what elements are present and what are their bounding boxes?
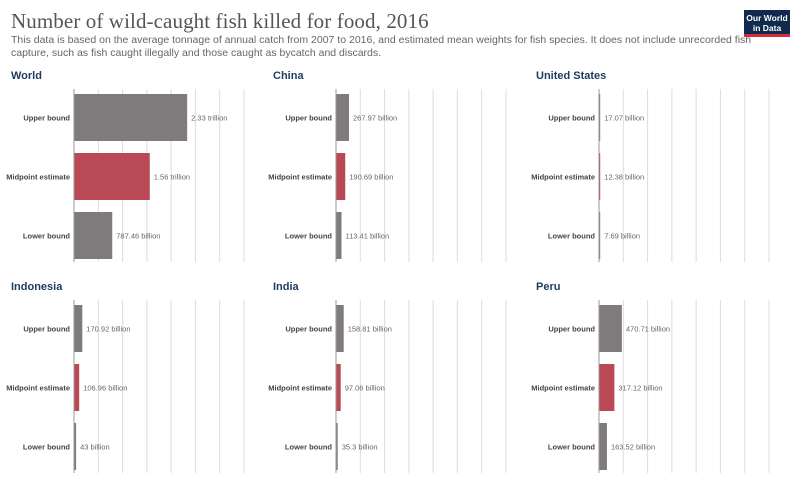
chart-title: Number of wild-caught fish killed for fo… [11, 9, 429, 33]
bar-lower-bound [599, 212, 601, 259]
category-label: Lower bound [548, 443, 595, 452]
logo-line-1: Our World [746, 13, 788, 23]
category-label: Lower bound [285, 232, 332, 241]
value-label: 43 billion [80, 443, 110, 452]
bar-chart-world: Upper bound 2.33 trillion Midpoint estimat… [6, 89, 245, 262]
logo-line-2: in Data [752, 23, 782, 33]
category-label: Lower bound [548, 232, 595, 241]
bar-midpoint-estimate [336, 364, 341, 411]
value-label: 97.06 billion [345, 384, 385, 393]
value-label: 1.56 trillion [154, 173, 190, 182]
category-label: Midpoint estimate [268, 384, 332, 393]
panel-title: United States [536, 70, 607, 82]
value-label: 190.69 billion [349, 173, 393, 182]
category-label: Lower bound [23, 232, 70, 241]
bar-upper-bound [336, 305, 344, 352]
value-label: 106.96 billion [83, 384, 127, 393]
panel-indonesia: Indonesia Upper bound 170.92 billion Midpo… [6, 281, 261, 481]
category-label: Upper bound [285, 325, 332, 334]
chart-subtitle: This data is based on the average tonnag… [11, 34, 752, 59]
category-label: Lower bound [285, 443, 332, 452]
category-label: Midpoint estimate [531, 173, 595, 182]
panel-title: Indonesia [11, 281, 63, 293]
bar-chart-india: Upper bound 158.81 billion Midpoint estima… [268, 300, 507, 473]
value-label: 163.52 billion [611, 443, 655, 452]
bar-upper-bound [599, 305, 622, 352]
panel-china: China Upper bound 267.97 billion Midpoint … [268, 70, 523, 270]
bar-upper-bound [336, 94, 350, 141]
panel-title: China [273, 70, 304, 82]
panel-peru: Peru Upper bound 470.71 billion Midpoint e… [531, 281, 786, 481]
panel-india: India Upper bound 158.81 billion Midpoint … [268, 281, 523, 481]
value-label: 113.41 billion [346, 232, 390, 241]
bar-lower-bound [336, 423, 338, 470]
bar-lower-bound [336, 212, 342, 259]
category-label: Midpoint estimate [6, 384, 70, 393]
value-label: 470.71 billion [626, 325, 670, 334]
value-label: 2.33 trillion [191, 114, 227, 123]
value-label: 7.69 billion [604, 232, 640, 241]
value-label: 170.92 billion [86, 325, 130, 334]
panel-title: World [11, 70, 42, 82]
value-label: 17.07 billion [604, 114, 644, 123]
value-label: 12.38 billion [604, 173, 644, 182]
panel-world: World Upper bound 2.33 trillion Midpoint e… [6, 70, 261, 270]
bar-upper-bound [599, 94, 601, 141]
panel-title: India [273, 281, 299, 293]
value-label: 158.81 billion [348, 325, 392, 334]
bar-midpoint-estimate [74, 364, 80, 411]
value-label: 317.12 billion [618, 384, 662, 393]
category-label: Upper bound [548, 325, 595, 334]
bar-midpoint-estimate [599, 153, 601, 200]
bar-lower-bound [74, 212, 113, 259]
bar-lower-bound [599, 423, 607, 470]
bar-chart-china: Upper bound 267.97 billion Midpoint estima… [268, 89, 507, 262]
category-label: Upper bound [23, 114, 70, 123]
bar-lower-bound [74, 423, 77, 470]
bar-midpoint-estimate [336, 153, 346, 200]
panel-title: Peru [536, 281, 561, 293]
category-label: Midpoint estimate [531, 384, 595, 393]
category-label: Upper bound [23, 325, 70, 334]
value-label: 267.97 billion [353, 114, 397, 123]
bar-chart-united-states: Upper bound 17.07 billion Midpoint estimat… [531, 89, 770, 262]
category-label: Midpoint estimate [6, 173, 70, 182]
value-label: 787.46 billion [116, 232, 160, 241]
bar-midpoint-estimate [74, 153, 150, 200]
category-label: Upper bound [548, 114, 595, 123]
panel-united-states: United States Upper bound 17.07 billion Mi… [531, 70, 786, 270]
category-label: Lower bound [23, 443, 70, 452]
bar-upper-bound [74, 94, 188, 141]
owid-logo[interactable]: Our World in Data [744, 10, 790, 37]
bar-chart-peru: Upper bound 470.71 billion Midpoint estima… [531, 300, 770, 473]
bar-upper-bound [74, 305, 83, 352]
bar-midpoint-estimate [599, 364, 615, 411]
bar-chart-indonesia: Upper bound 170.92 billion Midpoint estima… [6, 300, 245, 473]
category-label: Midpoint estimate [268, 173, 332, 182]
value-label: 35.3 billion [342, 443, 378, 452]
category-label: Upper bound [285, 114, 332, 123]
